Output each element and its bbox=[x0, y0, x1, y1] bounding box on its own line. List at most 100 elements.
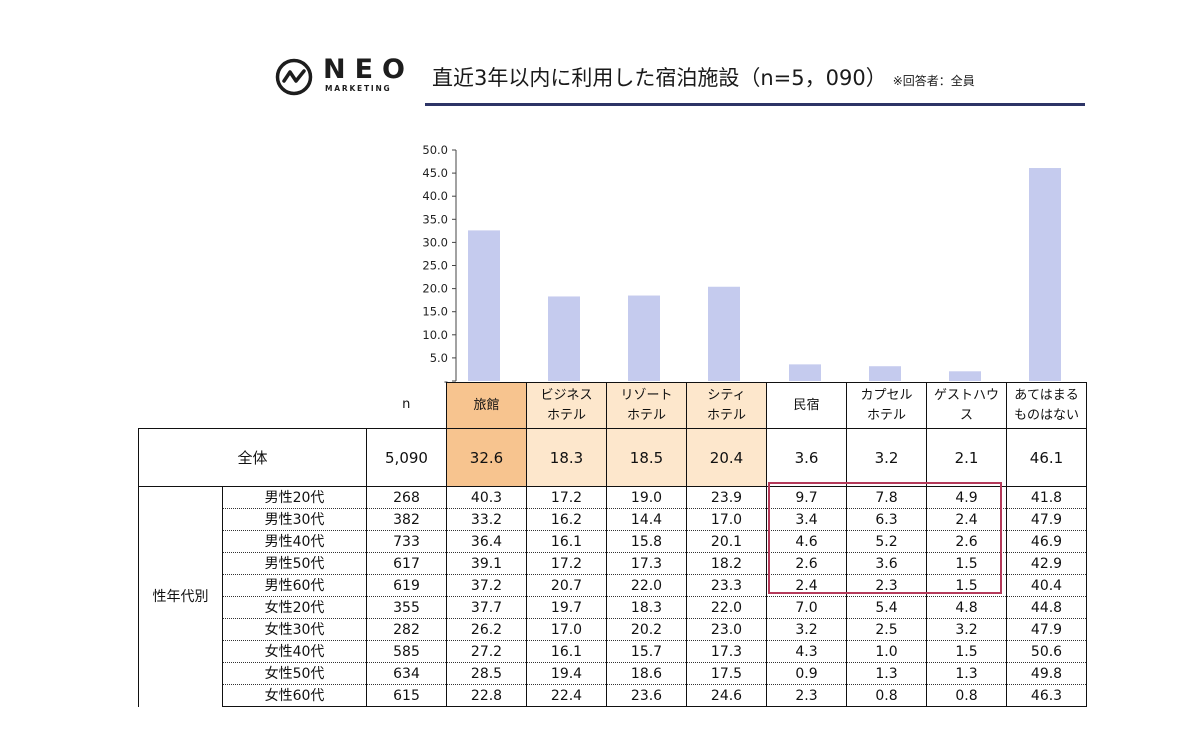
table-cell: 6.3 bbox=[846, 508, 927, 531]
table-cell: 23.3 bbox=[686, 574, 767, 597]
header-spacer bbox=[223, 383, 367, 429]
table-cell: 2.6 bbox=[926, 530, 1007, 553]
total-cell: 3.2 bbox=[846, 428, 927, 487]
table-cell: 33.2 bbox=[446, 508, 527, 531]
table-row: 男性30代 382 33.2 16.2 14.4 17.0 3.4 6.3 2.4 47.9 bbox=[139, 508, 1087, 531]
table-cell: 5.2 bbox=[846, 530, 927, 553]
row-n: 585 bbox=[366, 640, 447, 663]
table-cell: 50.6 bbox=[1006, 640, 1087, 663]
page-title: 直近3年以内に利用した宿泊施設（n=5，090） ※回答者：全員 bbox=[432, 62, 975, 92]
column-header-line1: シティ bbox=[707, 387, 746, 403]
table-cell: 2.3 bbox=[846, 574, 927, 597]
table-cell: 0.8 bbox=[926, 684, 1007, 707]
column-header: リゾート ホテル bbox=[606, 382, 687, 429]
table-row: 女性50代 634 28.5 19.4 18.6 17.5 0.9 1.3 1.3 49.8 bbox=[139, 662, 1087, 685]
column-header-line1: 旅館 bbox=[473, 397, 500, 413]
table-cell: 0.9 bbox=[766, 662, 847, 685]
row-label: 男性60代 bbox=[222, 574, 367, 597]
bars bbox=[468, 168, 1061, 381]
table-cell: 1.0 bbox=[846, 640, 927, 663]
column-header-line2: ホテル bbox=[866, 407, 906, 423]
table-cell: 14.4 bbox=[606, 508, 687, 531]
total-cell: 18.3 bbox=[526, 428, 607, 487]
total-row: 全体 5,090 32.6 18.3 18.5 20.4 3.6 3.2 2.1 46.1 bbox=[138, 428, 1087, 487]
column-header-line1: カプセル bbox=[860, 387, 913, 403]
bar-2 bbox=[548, 296, 580, 381]
table-cell: 2.4 bbox=[926, 508, 1007, 531]
row-label: 女性20代 bbox=[222, 596, 367, 619]
column-header-line2: ホテル bbox=[626, 407, 666, 423]
logo-wordmark: NEO bbox=[323, 54, 414, 85]
table-cell: 19.0 bbox=[606, 486, 687, 509]
table-cell: 22.0 bbox=[606, 574, 687, 597]
bar-4 bbox=[708, 286, 740, 381]
row-n: 355 bbox=[366, 596, 447, 619]
total-label: 全体 bbox=[138, 428, 367, 487]
row-n: 615 bbox=[366, 684, 447, 707]
table-cell: 3.2 bbox=[926, 618, 1007, 641]
table-cell: 15.8 bbox=[606, 530, 687, 553]
table-cell: 18.6 bbox=[606, 662, 687, 685]
y-tick-label: 40.0 bbox=[422, 189, 448, 203]
y-tick-label: 25.0 bbox=[422, 259, 448, 273]
total-cell: 20.4 bbox=[686, 428, 767, 487]
column-header: 旅館 bbox=[446, 382, 527, 429]
y-tick-label: 35.0 bbox=[422, 212, 448, 226]
table-cell: 20.2 bbox=[606, 618, 687, 641]
table-cell: 20.1 bbox=[686, 530, 767, 553]
y-tick-label: - bbox=[444, 374, 448, 388]
column-header-line1: リゾート bbox=[620, 387, 673, 403]
total-n: 5,090 bbox=[366, 428, 447, 487]
table-cell: 47.9 bbox=[1006, 618, 1087, 641]
table-cell: 9.7 bbox=[766, 486, 847, 509]
column-header: ビジネス ホテル bbox=[526, 382, 607, 429]
table-cell: 7.8 bbox=[846, 486, 927, 509]
bar-chart: 50.0 45.0 40.0 35.0 30.0 25.0 20.0 15.0 10.0 5.0 - bbox=[422, 143, 1061, 388]
total-cell: 2.1 bbox=[926, 428, 1007, 487]
row-label: 女性30代 bbox=[222, 618, 367, 641]
y-tick-label: 30.0 bbox=[422, 235, 448, 249]
bar-5 bbox=[789, 364, 821, 381]
bar-7 bbox=[949, 371, 981, 381]
column-header: ゲストハウス bbox=[926, 382, 1007, 429]
row-n: 382 bbox=[366, 508, 447, 531]
table-cell: 46.3 bbox=[1006, 684, 1087, 707]
table-cell: 16.1 bbox=[526, 530, 607, 553]
column-header: 民宿 bbox=[766, 382, 847, 429]
row-n: 282 bbox=[366, 618, 447, 641]
table-cell: 37.2 bbox=[446, 574, 527, 597]
column-header-line1: あてはまる bbox=[1014, 387, 1079, 403]
table-cell: 40.3 bbox=[446, 486, 527, 509]
table-cell: 28.5 bbox=[446, 662, 527, 685]
column-header-line1: ゲストハウ bbox=[933, 387, 999, 403]
y-tick-label: 20.0 bbox=[422, 282, 448, 296]
table-row: 女性30代 282 26.2 17.0 20.2 23.0 3.2 2.5 3.2 47.9 bbox=[139, 618, 1087, 641]
total-cell: 46.1 bbox=[1006, 428, 1087, 487]
table-cell: 18.2 bbox=[686, 552, 767, 575]
column-header-line1: 民宿 bbox=[793, 397, 820, 413]
table-cell: 17.3 bbox=[686, 640, 767, 663]
data-table: n 旅館 ビジネス ホテル リゾートホテル シティホテル 民宿 カプセルホテル ゲストハウスあて… bbox=[138, 382, 1087, 707]
row-n: 733 bbox=[366, 530, 447, 553]
total-cell: 32.6 bbox=[446, 428, 527, 487]
table-cell: 2.6 bbox=[766, 552, 847, 575]
row-label: 男性20代 bbox=[222, 486, 367, 509]
row-label: 女性40代 bbox=[222, 640, 367, 663]
column-header-line2: ものはない bbox=[1013, 407, 1079, 423]
table-cell: 27.2 bbox=[446, 640, 527, 663]
table-cell: 1.5 bbox=[926, 640, 1007, 663]
table-cell: 2.5 bbox=[846, 618, 927, 641]
row-label: 男性50代 bbox=[222, 552, 367, 575]
table-cell: 3.4 bbox=[766, 508, 847, 531]
table-cell: 44.8 bbox=[1006, 596, 1087, 619]
row-label: 女性50代 bbox=[222, 662, 367, 685]
table-cell: 49.8 bbox=[1006, 662, 1087, 685]
table-cell: 22.4 bbox=[526, 684, 607, 707]
table-cell: 41.8 bbox=[1006, 486, 1087, 509]
column-header-line2: ホテル bbox=[546, 407, 586, 423]
table-cell: 7.0 bbox=[766, 596, 847, 619]
table-cell: 4.6 bbox=[766, 530, 847, 553]
table-cell: 23.0 bbox=[686, 618, 767, 641]
table-cell: 19.7 bbox=[526, 596, 607, 619]
n-header: n bbox=[402, 397, 411, 413]
